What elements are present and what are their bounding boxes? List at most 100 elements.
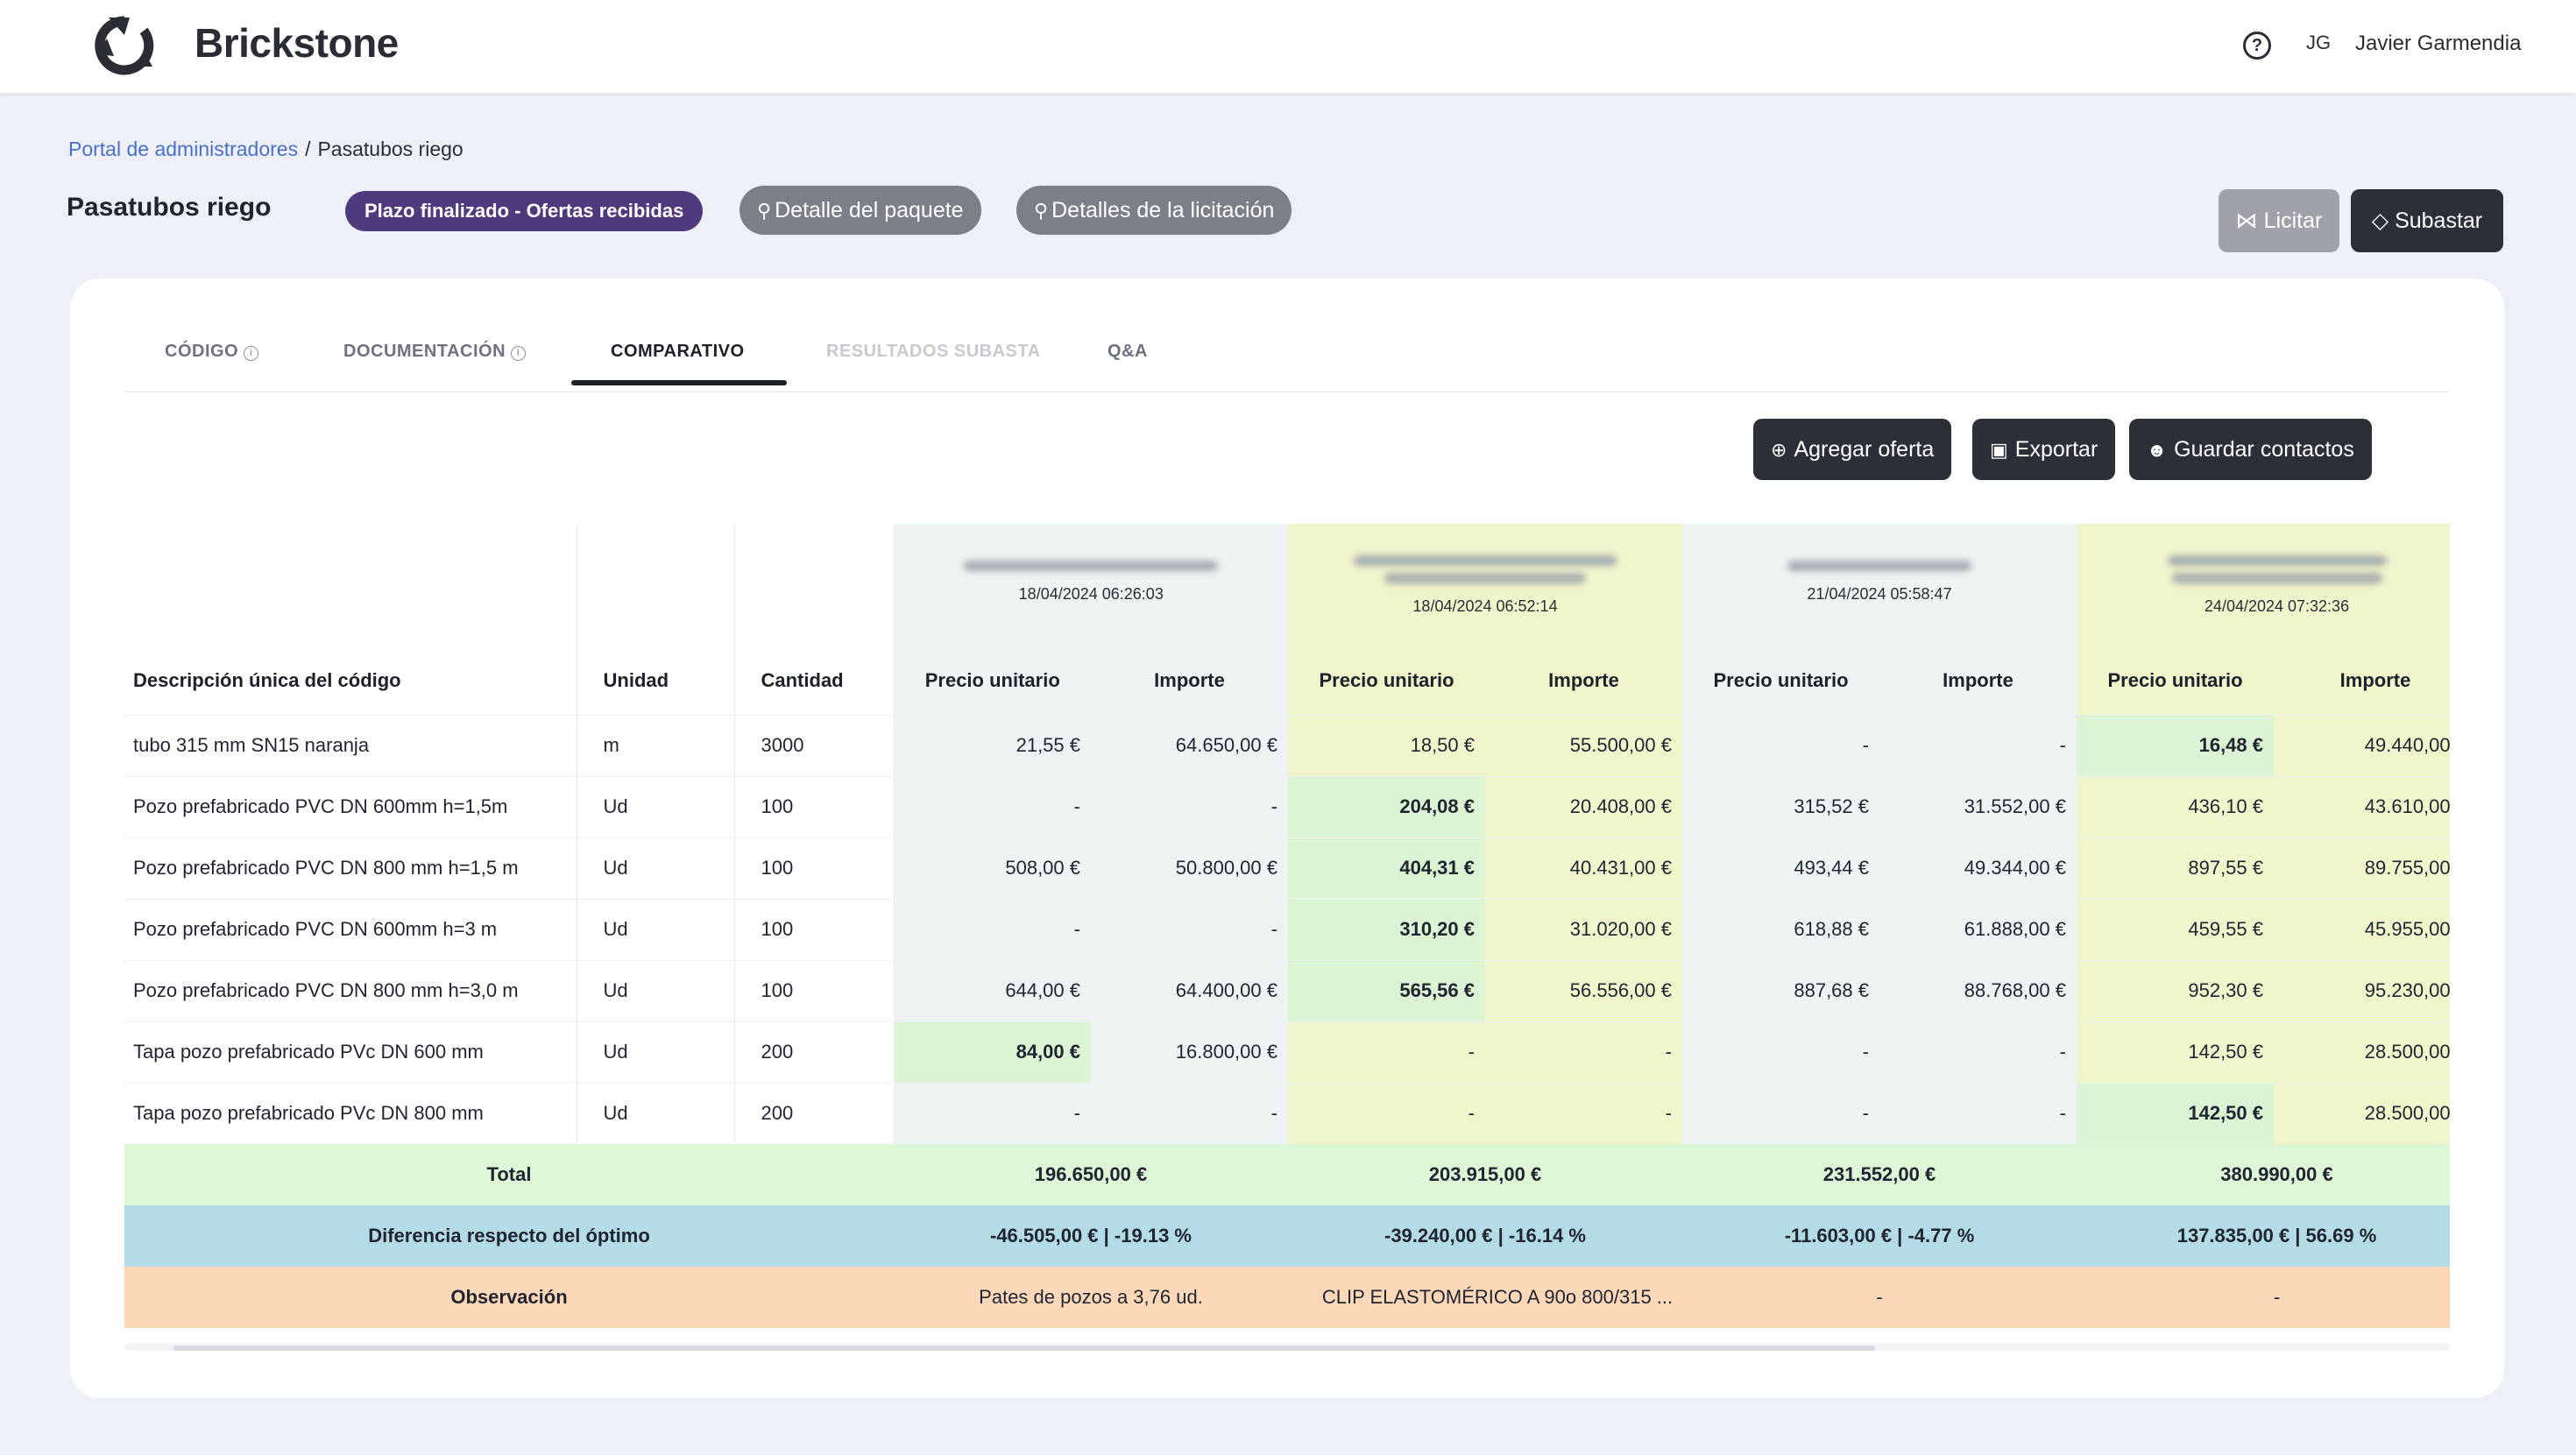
breadcrumb-separator: / xyxy=(305,138,311,160)
table-row: Pozo prefabricado PVC DN 600mm h=1,5m Ud 1… xyxy=(124,775,2450,837)
row-unit: Ud xyxy=(577,837,735,899)
tab-codigo[interactable]: CÓDIGO i xyxy=(165,342,259,362)
column-header-unit: Unidad xyxy=(577,646,735,715)
observation-value[interactable]: Pates de pozos a 3,76 ud. xyxy=(894,1267,1288,1328)
supplier-header-2: 18/04/2024 06:52:14 xyxy=(1288,524,1682,646)
total-row: Total 196.650,00 € 203.915,00 € 231.552,… xyxy=(124,1144,2450,1205)
row-amount: - xyxy=(1879,1021,2077,1083)
observation-value[interactable]: - xyxy=(1682,1267,2077,1328)
column-header-quantity: Cantidad xyxy=(734,646,895,715)
row-amount: - xyxy=(1879,714,2077,776)
package-detail-label: Detalle del paquete xyxy=(775,198,964,222)
column-header-amount: Importe xyxy=(1485,646,1682,715)
tender-detail-button[interactable]: ⚲ Detalles de la licitación xyxy=(1016,186,1292,235)
avatar[interactable]: JG xyxy=(2306,32,2332,53)
row-unit-price: 142,50 € xyxy=(2077,1021,2274,1083)
status-badge: Plazo finalizado - Ofertas recibidas xyxy=(345,191,704,231)
difference-value: -46.505,00 € | -19.13 % xyxy=(894,1205,1288,1267)
tender-detail-label: Detalles de la licitación xyxy=(1051,198,1275,222)
row-unit-price: 315,52 € xyxy=(1682,775,1879,837)
row-unit: Ud xyxy=(577,775,735,837)
total-value: 231.552,00 € xyxy=(1682,1144,2077,1205)
table-row: Pozo prefabricado PVC DN 600mm h=3 m Ud 10… xyxy=(124,898,2450,960)
export-button[interactable]: ▣ Exportar xyxy=(1972,419,2116,480)
row-amount: 64.400,00 € xyxy=(1091,959,1288,1021)
row-quantity: 100 xyxy=(734,837,895,899)
row-amount: 28.500,00 € xyxy=(2274,1021,2450,1083)
row-unit-price: 204,08 € xyxy=(1288,775,1485,837)
observation-value[interactable]: - xyxy=(2077,1267,2450,1328)
observation-value[interactable]: CLIP ELASTOMÉRICO A 90o 800/315 ... xyxy=(1288,1267,1682,1328)
row-amount: 31.020,00 € xyxy=(1485,898,1682,960)
users-icon: ☻ xyxy=(2147,439,2168,461)
tab-qa[interactable]: Q&A xyxy=(1108,342,1148,361)
supplier-header-4: 24/04/2024 07:32:36 xyxy=(2077,524,2450,646)
add-offer-button[interactable]: ⊕ Agregar oferta xyxy=(1753,419,1952,480)
help-circle-icon[interactable]: ? xyxy=(2243,32,2271,60)
supplier-date: 21/04/2024 05:58:47 xyxy=(1807,585,1952,603)
breadcrumb-current: Pasatubos riego xyxy=(317,138,464,160)
subastar-button[interactable]: ◇ Subastar xyxy=(2351,189,2503,252)
row-amount: 56.556,00 € xyxy=(1485,959,1682,1021)
row-unit-price: - xyxy=(1288,1021,1485,1083)
table-row: Tapa pozo prefabricado PVc DN 800 mm Ud 20… xyxy=(124,1082,2450,1144)
row-amount: 20.408,00 € xyxy=(1485,775,1682,837)
subastar-label: Subastar xyxy=(2395,208,2483,233)
row-unit-price: 493,44 € xyxy=(1682,837,1879,899)
row-unit-price: 897,55 € xyxy=(2077,837,2274,899)
row-unit-price: 436,10 € xyxy=(2077,775,2274,837)
brickstone-logo-icon[interactable] xyxy=(91,12,158,79)
row-unit: Ud xyxy=(577,959,735,1021)
magnify-icon: ⚲ xyxy=(757,200,772,222)
column-header-amount: Importe xyxy=(2274,646,2450,715)
tag-icon: ◇ xyxy=(2371,208,2389,233)
row-unit-price: 142,50 € xyxy=(2077,1082,2274,1144)
breadcrumb-link-admin-portal[interactable]: Portal de administradores xyxy=(68,138,299,160)
observation-row: Observación Pates de pozos a 3,76 ud. CL… xyxy=(124,1267,2450,1328)
row-amount: 31.552,00 € xyxy=(1879,775,2077,837)
horizontal-scrollbar-thumb[interactable] xyxy=(173,1346,1875,1351)
row-unit-price: - xyxy=(894,775,1091,837)
row-amount: - xyxy=(1091,1082,1288,1144)
row-quantity: 200 xyxy=(734,1021,895,1083)
row-amount: 28.500,00 € xyxy=(2274,1082,2450,1144)
row-amount: - xyxy=(1091,775,1288,837)
row-unit-price: 18,50 € xyxy=(1288,714,1485,776)
difference-value: 137.835,00 € | 56.69 % xyxy=(2077,1205,2450,1267)
save-contacts-button[interactable]: ☻ Guardar contactos xyxy=(2129,419,2372,480)
tab-resultados-subasta[interactable]: RESULTADOS SUBASTA xyxy=(826,342,1041,361)
column-header-unit-price: Precio unitario xyxy=(2077,646,2274,715)
column-header-unit-price: Precio unitario xyxy=(1682,646,1879,715)
row-quantity: 100 xyxy=(734,898,895,960)
difference-row: Diferencia respecto del óptimo -46.505,0… xyxy=(124,1205,2450,1267)
tab-bar xyxy=(124,321,2450,392)
row-amount: 40.431,00 € xyxy=(1485,837,1682,899)
total-value: 380.990,00 € xyxy=(2077,1144,2450,1205)
row-quantity: 3000 xyxy=(734,714,895,776)
row-description: Pozo prefabricado PVC DN 800 mm h=1,5 m xyxy=(124,837,577,899)
comparison-table-wrapper[interactable]: 18/04/2024 06:26:03 18/04/2024 06:52:14 xyxy=(124,524,2450,1330)
row-unit-price: 887,68 € xyxy=(1682,959,1879,1021)
archive-icon: ▣ xyxy=(1990,439,2008,461)
column-header-amount: Importe xyxy=(1091,646,1288,715)
row-description: Tapa pozo prefabricado PVc DN 600 mm xyxy=(124,1021,577,1083)
table-row: Tapa pozo prefabricado PVc DN 600 mm Ud 20… xyxy=(124,1021,2450,1083)
tab-codigo-label: CÓDIGO xyxy=(165,342,239,361)
licitar-button[interactable]: ⋈ Licitar xyxy=(2219,189,2339,252)
tab-comparativo[interactable]: COMPARATIVO xyxy=(611,342,745,361)
row-amount: 64.650,00 € xyxy=(1091,714,1288,776)
top-bar: Brickstone ? JG Javier Garmendia xyxy=(0,0,2576,93)
package-detail-button[interactable]: ⚲ Detalle del paquete xyxy=(740,186,981,235)
user-name[interactable]: Javier Garmendia xyxy=(2355,32,2522,55)
row-unit-price: 508,00 € xyxy=(894,837,1091,899)
brand-name[interactable]: Brickstone xyxy=(195,20,399,66)
info-icon: i xyxy=(244,346,259,361)
total-value: 196.650,00 € xyxy=(894,1144,1288,1205)
row-unit-price: 459,55 € xyxy=(2077,898,2274,960)
tab-documentacion[interactable]: DOCUMENTACIÓN i xyxy=(343,342,527,362)
row-amount: 95.230,00 € xyxy=(2274,959,2450,1021)
row-unit-price: 618,88 € xyxy=(1682,898,1879,960)
row-amount: 43.610,00 € xyxy=(2274,775,2450,837)
row-unit-price: - xyxy=(1682,1021,1879,1083)
row-quantity: 100 xyxy=(734,775,895,837)
